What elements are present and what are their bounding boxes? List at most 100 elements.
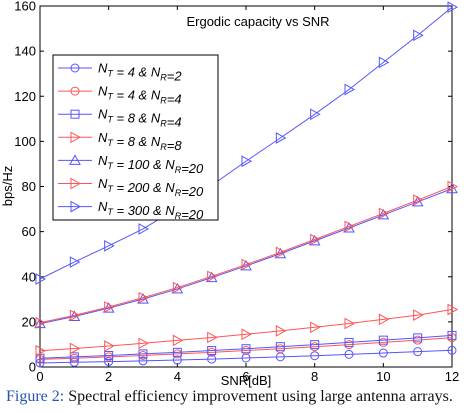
data-point [207,331,218,344]
y-tick-label: 100 [14,134,36,149]
series-line [39,186,453,324]
data-point [344,337,354,347]
data-point [70,200,82,213]
x-tick-label: 8 [311,369,318,384]
y-tick-label: 120 [14,89,36,104]
data-point [378,335,388,345]
data-point [138,349,148,359]
legend-label: NT = 200 & NR=20 [98,176,204,199]
data-point [310,340,320,350]
series-3 [35,330,457,363]
data-point [241,344,251,354]
data-point [172,281,184,294]
legend-label: NT = 4 & NR=2 [98,61,182,84]
data-point [378,348,388,358]
figure-caption: Figure 2: Spectral efficiency improvemen… [6,388,472,406]
data-point [447,180,459,193]
data-point [275,325,287,337]
data-point [447,330,457,340]
data-point [70,63,80,73]
data-point [69,352,79,362]
data-point [104,340,115,352]
y-tick-label: 40 [22,269,36,284]
series-line [39,349,453,364]
series-line [39,337,453,360]
data-point [138,223,150,235]
x-axis-label: SNR[dB] [221,373,272,388]
data-point [138,291,150,304]
data-point [275,246,287,259]
x-tick-label: 0 [36,369,43,384]
series-1 [35,345,457,368]
data-point [104,357,114,367]
data-point [207,354,217,364]
y-tick-label: 160 [14,0,36,14]
series-line [39,188,453,325]
chart-title: Ergodic capacity vs SNR [186,14,329,29]
data-point [35,353,45,363]
series-6 [35,180,459,329]
data-point [344,349,354,359]
data-point [138,337,150,350]
legend-label: NT = 300 & NR=20 [98,199,204,222]
data-point [241,258,253,271]
data-point [413,29,424,42]
data-point [447,303,459,316]
legend-entry: NT = 4 & NR=4 [58,84,182,107]
legend-label: NT = 100 & NR=20 [98,153,204,176]
data-point [207,270,218,283]
data-point [104,301,115,313]
data-point [34,317,46,329]
data-point [413,347,423,357]
legend-label: NT = 8 & NR=4 [98,107,182,130]
data-point [35,344,47,357]
data-point [104,350,114,360]
series-layer [34,1,459,368]
data-point [69,256,81,268]
series-line [39,334,453,359]
legend-label: NT = 4 & NR=4 [98,84,182,107]
x-tick-label: 10 [376,369,390,384]
data-point [413,333,423,343]
data-point [241,155,253,168]
caption-text: Spectral efficiency improvement using la… [64,388,453,405]
data-point [447,345,457,355]
data-point [378,56,390,69]
data-point [447,1,459,13]
legend-entry: NT = 100 & NR=20 [58,153,204,176]
y-axis-label: bps/Hz [0,166,15,206]
data-point [275,132,287,144]
data-point [310,108,321,121]
data-point [310,321,321,334]
legend-entry: NT = 300 & NR=20 [58,199,204,222]
data-point [70,109,80,119]
y-tick-label: 0 [29,360,36,375]
series-4 [35,303,459,357]
y-tick-label: 80 [22,179,36,194]
data-point [413,309,424,321]
data-point [138,356,148,366]
data-point [172,347,182,357]
data-point [70,177,82,190]
data-point [378,207,390,220]
data-point [378,313,390,326]
data-point [344,317,356,330]
legend-entry: NT = 8 & NR=4 [58,107,182,130]
x-tick-label: 6 [242,369,249,384]
data-point [70,131,82,144]
x-tick-label: 2 [105,369,112,384]
legend-entry: NT = 200 & NR=20 [58,176,204,199]
legend-entry: NT = 8 & NR=8 [58,130,182,153]
legend: NT = 4 & NR=2NT = 4 & NR=4NT = 8 & NR=4N… [52,54,219,222]
series-line [39,6,453,280]
data-point [207,346,217,356]
y-tick-label: 20 [22,314,36,329]
data-point [172,334,184,347]
x-tick-label: 12 [445,369,459,384]
series-7 [35,1,459,285]
data-point [69,309,81,322]
data-point [69,154,81,165]
legend-entry: NT = 4 & NR=2 [58,61,182,84]
